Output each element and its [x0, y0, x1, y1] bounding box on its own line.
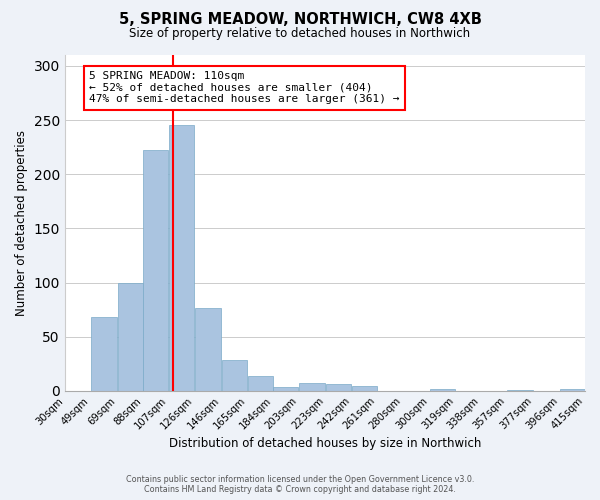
- Bar: [560, 389, 584, 391]
- Text: 5, SPRING MEADOW, NORTHWICH, CW8 4XB: 5, SPRING MEADOW, NORTHWICH, CW8 4XB: [119, 12, 481, 28]
- Text: Contains public sector information licensed under the Open Government Licence v3: Contains public sector information licen…: [126, 474, 474, 484]
- Bar: [507, 390, 533, 391]
- Bar: [326, 384, 351, 391]
- Bar: [248, 376, 272, 391]
- Bar: [169, 126, 194, 391]
- Text: Contains HM Land Registry data © Crown copyright and database right 2024.: Contains HM Land Registry data © Crown c…: [144, 485, 456, 494]
- Bar: [299, 384, 325, 391]
- Bar: [143, 150, 169, 391]
- Bar: [352, 386, 377, 391]
- Bar: [430, 389, 455, 391]
- Text: 5 SPRING MEADOW: 110sqm
← 52% of detached houses are smaller (404)
47% of semi-d: 5 SPRING MEADOW: 110sqm ← 52% of detache…: [89, 72, 400, 104]
- Bar: [222, 360, 247, 391]
- Bar: [195, 308, 221, 391]
- Bar: [273, 386, 298, 391]
- Y-axis label: Number of detached properties: Number of detached properties: [15, 130, 28, 316]
- Bar: [91, 318, 117, 391]
- Bar: [118, 282, 143, 391]
- X-axis label: Distribution of detached houses by size in Northwich: Distribution of detached houses by size …: [169, 437, 481, 450]
- Text: Size of property relative to detached houses in Northwich: Size of property relative to detached ho…: [130, 28, 470, 40]
